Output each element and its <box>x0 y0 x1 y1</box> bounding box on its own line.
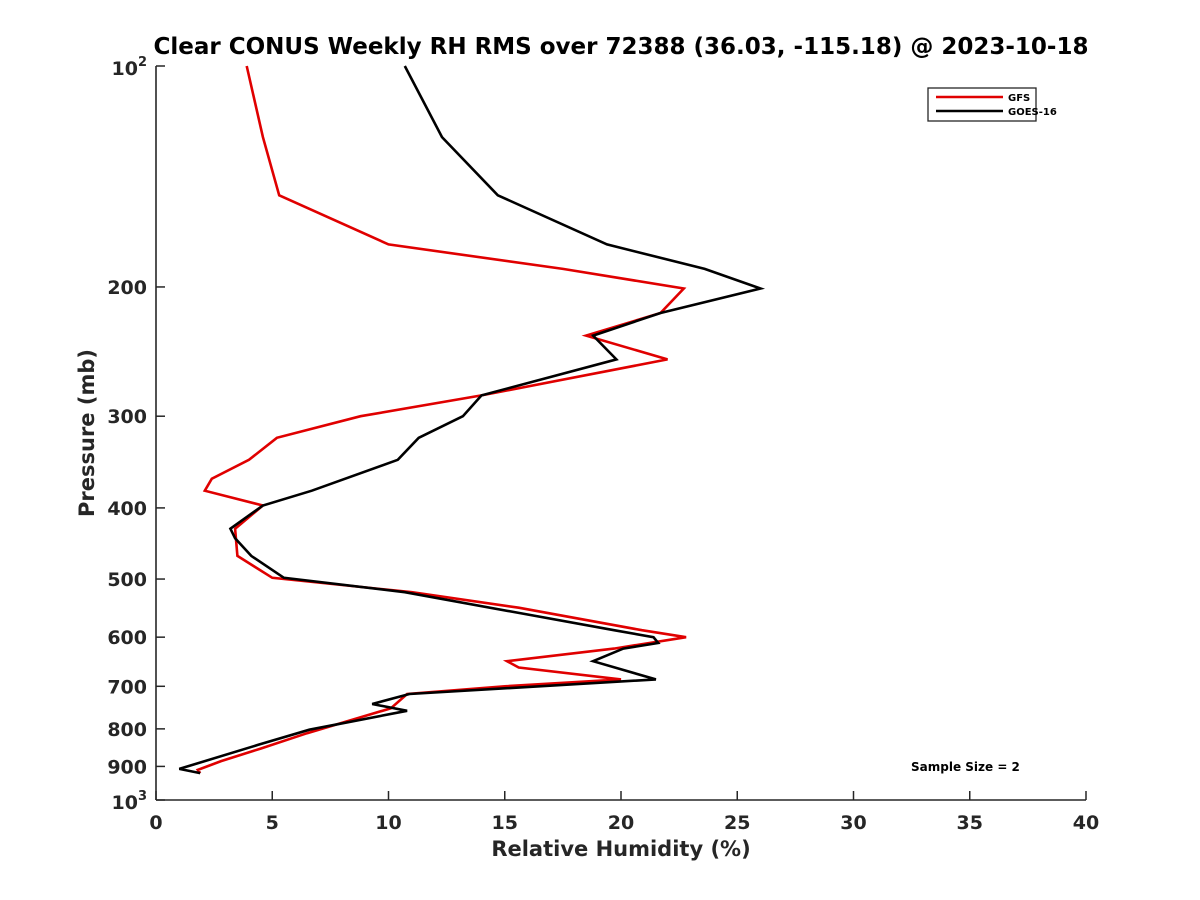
x-tick-label: 25 <box>724 812 750 834</box>
x-axis-label: Relative Humidity (%) <box>491 837 750 861</box>
y-axis-label: Pressure (mb) <box>75 349 99 517</box>
x-tick-label: 5 <box>266 812 279 834</box>
legend-box <box>927 87 1037 122</box>
y-tick-label: 200 <box>107 277 147 299</box>
y-tick-label: 400 <box>107 498 147 520</box>
series-line-goes-16 <box>178 65 766 775</box>
y-tick-label: 800 <box>107 719 147 741</box>
legend-label: GFS <box>1008 93 1030 104</box>
x-axis-ticks: 0 5 10 15 20 25 30 35 40 <box>149 791 1099 834</box>
y-tick-label: 102 <box>112 55 148 80</box>
legend-label: GOES-16 <box>1008 107 1057 118</box>
y-tick-label: 300 <box>107 406 147 428</box>
y-tick-label: 900 <box>107 756 147 778</box>
y-tick-label: 103 <box>112 789 148 814</box>
chart-title: Clear CONUS Weekly RH RMS over 72388 (36… <box>154 34 1089 60</box>
x-tick-label: 15 <box>492 812 518 834</box>
sample-size-annotation: Sample Size = 2 <box>911 760 1020 774</box>
x-tick-label: 40 <box>1073 812 1099 834</box>
legend: GFS GOES-16 <box>927 87 1057 122</box>
x-tick-label: 30 <box>840 812 866 834</box>
x-tick-label: 0 <box>149 812 162 834</box>
x-tick-label: 10 <box>375 812 401 834</box>
y-axis-ticks: 102 200 300 400 500 600 700 800 900 103 <box>107 55 165 814</box>
series-line-gfs <box>195 65 687 774</box>
y-tick-label: 600 <box>107 627 147 649</box>
y-tick-label: 700 <box>107 676 147 698</box>
series-layer <box>178 65 766 775</box>
x-tick-label: 20 <box>608 812 634 834</box>
y-tick-label: 500 <box>107 569 147 591</box>
x-tick-label: 35 <box>957 812 983 834</box>
